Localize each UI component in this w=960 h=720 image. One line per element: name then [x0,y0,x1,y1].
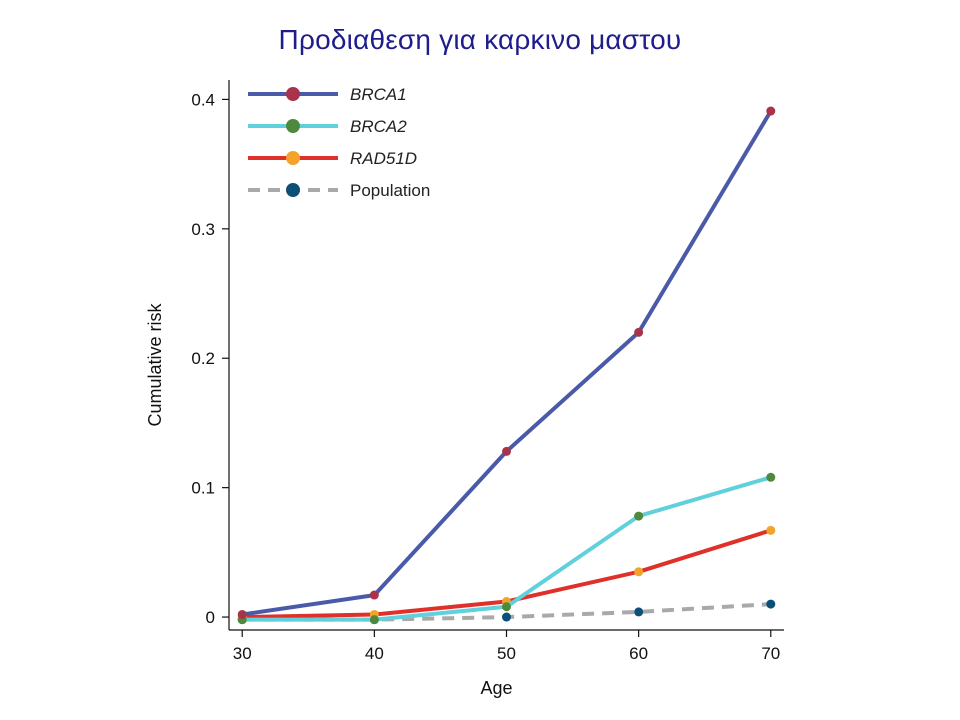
y-tick-label: 0.3 [191,220,215,239]
legend: BRCA1 BRCA2 RAD51D Population [248,85,430,200]
data-point-brca2 [502,602,511,612]
data-point-brca2 [766,472,776,482]
series-brca1 [237,106,776,619]
series-layer [237,106,776,625]
data-point-brca1 [634,327,644,337]
legend-label: RAD51D [350,149,417,168]
data-point-brca2 [369,615,379,625]
legend-marker [286,151,300,165]
legend-label: Population [350,181,430,200]
x-tick-label: 30 [233,644,252,663]
y-tick-label: 0 [206,608,215,627]
legend-item: BRCA2 [248,117,407,136]
x-tick-label: 40 [365,644,384,663]
series-brca2 [237,472,776,625]
legend-item: Population [248,181,430,200]
data-point-brca1 [502,446,511,456]
legend-label: BRCA1 [350,85,407,104]
y-tick-label: 0.1 [191,479,215,498]
slide-title: Προδιαθεση για καρκινο μαστου [278,24,682,55]
data-point-brca1 [766,106,776,116]
data-point-rad51d [766,525,776,535]
legend-item: BRCA1 [248,85,407,104]
x-tick-label: 70 [761,644,780,663]
legend-marker [286,183,300,197]
chart-axes [228,80,784,631]
data-point-brca1 [369,590,379,600]
legend-marker [286,119,300,133]
x-axis-title: Age [480,678,512,698]
data-point-brca2 [634,511,644,521]
y-tick-label: 0.2 [191,349,215,368]
y-axis-title: Cumulative risk [145,302,165,426]
x-tick-label: 60 [629,644,648,663]
legend-label: BRCA2 [350,117,407,136]
data-point-rad51d [634,567,644,577]
x-tick-label: 50 [497,644,516,663]
series-line-brca1 [240,109,773,617]
y-ticks: 0 0.1 0.2 0.3 0.4 [191,90,229,627]
y-tick-label: 0.4 [191,90,215,109]
data-point-population [766,599,776,609]
data-point-brca1 [237,609,247,619]
data-point-population [634,607,644,617]
data-point-population [502,612,511,622]
legend-marker [286,87,300,101]
x-ticks: 30 40 50 60 70 [233,630,780,663]
legend-item: RAD51D [248,149,417,168]
